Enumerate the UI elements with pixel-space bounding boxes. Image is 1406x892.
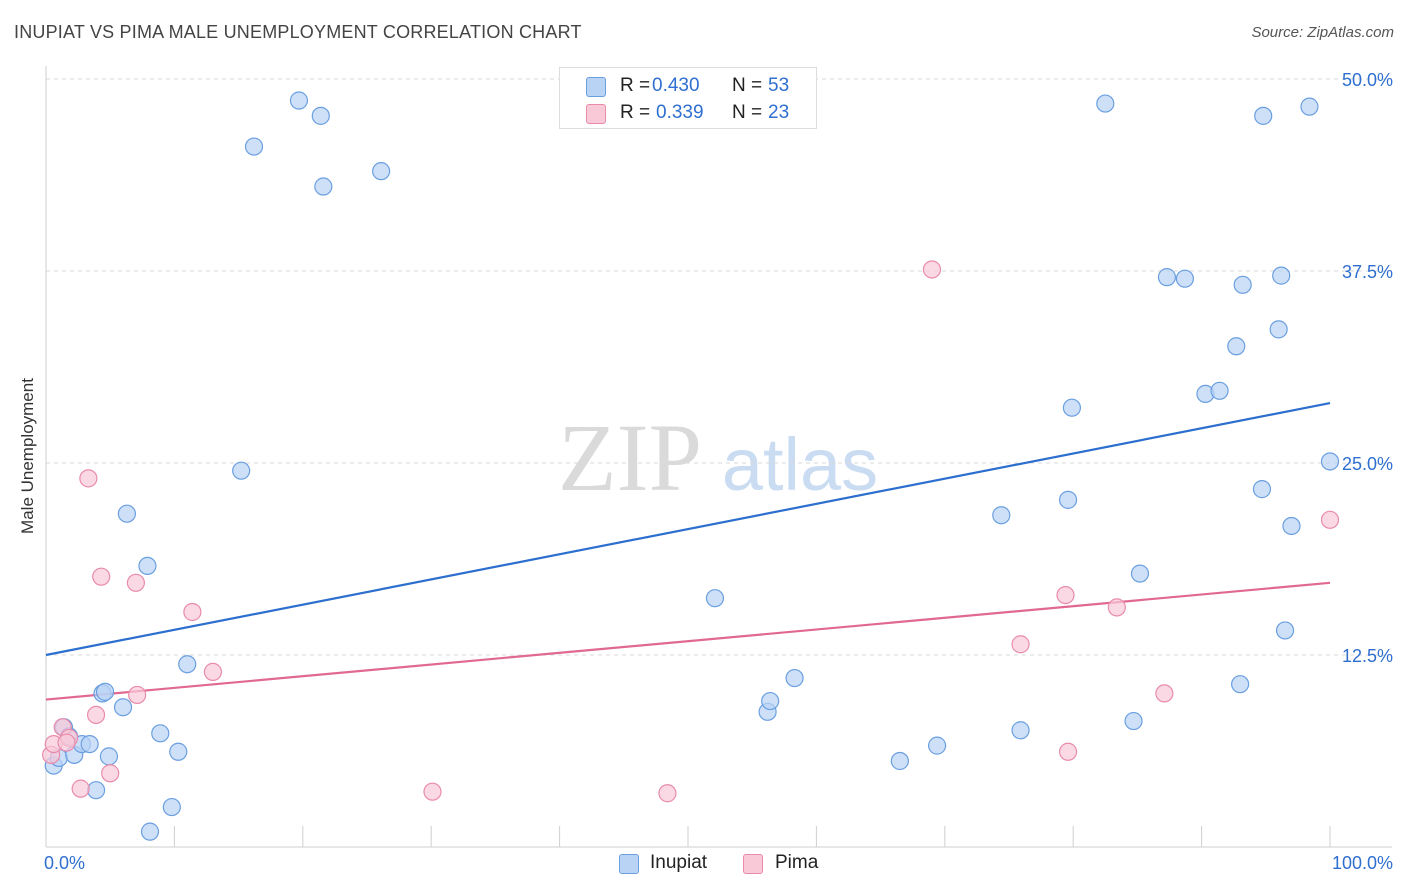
pima-n-value: 23	[768, 102, 790, 123]
axes	[45, 66, 1392, 848]
inupiat-point	[1272, 266, 1291, 285]
inupiat-point	[372, 162, 391, 181]
y-tick-label: 50.0%	[1342, 70, 1393, 90]
inupiat-point	[162, 797, 181, 817]
pima-point	[79, 469, 98, 488]
data-points	[42, 91, 1340, 841]
inupiat-point	[117, 504, 136, 523]
inupiat-point	[138, 556, 157, 576]
pima-point	[128, 685, 147, 705]
inupiat-point	[244, 137, 264, 156]
inupiat-point	[890, 751, 909, 771]
x-tick-label: 0.0%	[44, 853, 85, 873]
y-tick-label: 12.5%	[1342, 646, 1393, 666]
watermark-zip: ZIP	[558, 404, 702, 511]
pima-point	[1320, 510, 1340, 529]
inupiat-point	[1011, 721, 1030, 740]
inupiat-point	[1300, 97, 1319, 116]
pima-legend-swatch	[743, 854, 763, 874]
tick-labels: 12.5% 25.0% 37.5% 50.0% 0.0% 100.0%	[44, 70, 1393, 873]
inupiat-r-value: 0.430	[652, 75, 700, 96]
pima-point	[658, 784, 677, 803]
inupiat-point	[1254, 106, 1273, 125]
inupiat-point	[140, 822, 160, 841]
chart-title: INUPIAT VS PIMA MALE UNEMPLOYMENT CORREL…	[14, 22, 582, 42]
pima-point	[92, 567, 111, 586]
inupiat-point	[785, 668, 804, 688]
pima-point	[101, 764, 120, 783]
inupiat-point	[1282, 516, 1301, 536]
pima-point	[126, 573, 145, 592]
inupiat-point	[80, 734, 99, 754]
pima-point	[1056, 585, 1075, 605]
inupiat-point	[314, 177, 333, 196]
inupiat-point	[992, 506, 1011, 525]
inupiat-point	[151, 724, 170, 743]
pima-point	[57, 733, 76, 752]
inupiat-point	[1269, 320, 1288, 339]
pima-point	[71, 779, 90, 798]
pima-point	[1058, 742, 1078, 761]
pima-point	[1107, 598, 1126, 617]
inupiat-point	[113, 698, 133, 717]
r-label: R =	[620, 102, 651, 123]
y-tick-label: 37.5%	[1342, 262, 1393, 282]
inupiat-point	[1227, 337, 1246, 356]
inupiat-point	[95, 682, 115, 701]
inupiat-point	[99, 747, 119, 766]
inupiat-legend-label: Inupiat	[650, 852, 708, 873]
pima-point	[922, 260, 942, 279]
inupiat-point	[1096, 94, 1115, 113]
inupiat-point	[232, 461, 251, 480]
correlation-legend: R = 0.430 N = 53 R = 0.339 N = 23	[559, 67, 817, 129]
inupiat-point	[86, 781, 106, 800]
inupiat-point	[1320, 452, 1340, 471]
inupiat-point	[761, 691, 780, 711]
pima-swatch	[586, 104, 606, 124]
inupiat-point	[1175, 269, 1195, 288]
inupiat-point	[1233, 275, 1252, 294]
inupiat-point	[705, 589, 725, 608]
inupiat-point	[178, 655, 197, 674]
inupiat-point	[1210, 381, 1229, 400]
inupiat-point	[1157, 268, 1177, 287]
inupiat-trend-line	[45, 402, 1331, 657]
inupiat-point	[289, 91, 309, 110]
inupiat-point	[1252, 480, 1272, 499]
inupiat-point	[1275, 621, 1295, 640]
inupiat-swatch	[586, 77, 606, 97]
pima-point	[423, 782, 442, 801]
pima-r-value: 0.339	[656, 102, 704, 123]
watermark-atlas: atlas	[722, 423, 878, 506]
x-tick-label: 100.0%	[1332, 853, 1393, 873]
inupiat-point	[927, 736, 947, 755]
inupiat-point	[1231, 675, 1250, 694]
n-label: N =	[732, 102, 763, 123]
source-credit: Source: ZipAtlas.com	[1251, 24, 1394, 41]
inupiat-point	[1058, 490, 1078, 509]
inupiat-point	[1124, 711, 1143, 731]
y-tick-label: 25.0%	[1342, 454, 1393, 474]
inupiat-point	[169, 742, 188, 761]
n-label: N =	[732, 75, 763, 96]
inupiat-point	[311, 106, 330, 125]
pima-legend-label: Pima	[775, 852, 819, 873]
pima-point	[86, 705, 106, 725]
pima-point	[203, 662, 223, 681]
pima-point	[1011, 635, 1030, 654]
pima-trend-line	[45, 581, 1331, 701]
pima-point	[1155, 684, 1174, 703]
pima-point	[183, 602, 202, 622]
inupiat-point	[1062, 398, 1082, 417]
gridlines	[46, 78, 1392, 656]
inupiat-point	[1130, 564, 1150, 583]
inupiat-n-value: 53	[768, 75, 790, 96]
r-label: R =	[620, 75, 651, 96]
inupiat-legend-swatch	[619, 854, 639, 874]
